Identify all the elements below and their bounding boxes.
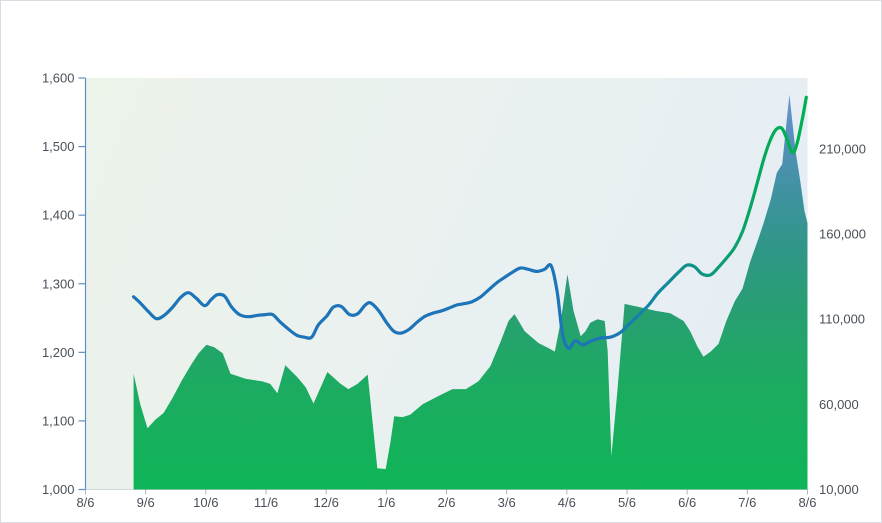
left-axis-label: 1,300 bbox=[42, 276, 75, 291]
right-axis-label: 10,000 bbox=[819, 482, 859, 497]
x-axis-label: 9/6 bbox=[137, 495, 155, 510]
price-line-series[interactable] bbox=[132, 95, 808, 350]
x-axis-label: 4/6 bbox=[558, 495, 576, 510]
x-axis-label: 5/6 bbox=[618, 495, 636, 510]
left-axis-label: 1,600 bbox=[42, 71, 75, 86]
x-axis-label: 3/6 bbox=[498, 495, 516, 510]
x-axis-label: 10/6 bbox=[193, 495, 218, 510]
left-axis-label: 1,500 bbox=[42, 139, 75, 154]
left-axis-label: 1,000 bbox=[42, 482, 75, 497]
left-axis-label: 1,100 bbox=[42, 413, 75, 428]
x-axis-label: 11/6 bbox=[254, 495, 278, 510]
right-axis-label: 160,000 bbox=[819, 227, 866, 242]
x-axis-label: 2/6 bbox=[437, 495, 455, 510]
left-axis-label: 1,400 bbox=[42, 208, 75, 223]
volume-area-series[interactable] bbox=[133, 94, 808, 490]
x-axis-label: 8/6 bbox=[798, 495, 816, 510]
x-axis-label: 12/6 bbox=[314, 495, 339, 510]
right-axis-label: 210,000 bbox=[819, 141, 866, 156]
right-axis-label: 60,000 bbox=[819, 397, 859, 412]
right-axis-label: 110,000 bbox=[819, 312, 865, 327]
x-axis-label: 1/6 bbox=[377, 495, 395, 510]
x-axis-label: 7/6 bbox=[738, 495, 756, 510]
left-axis-label: 1,200 bbox=[42, 345, 75, 360]
x-axis-label: 6/6 bbox=[678, 495, 696, 510]
x-axis-label: 8/6 bbox=[76, 495, 94, 510]
